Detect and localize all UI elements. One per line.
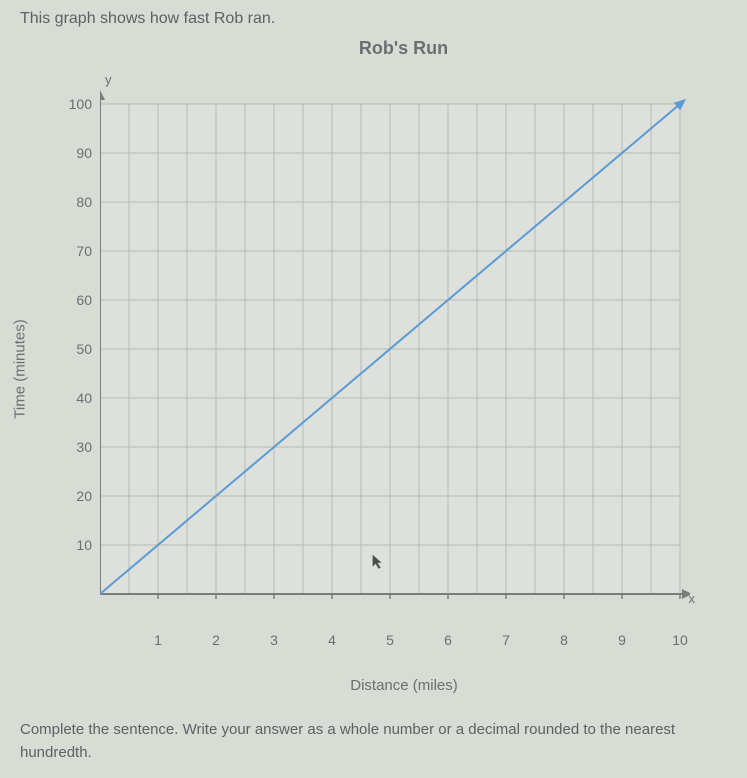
page-container: This graph shows how fast Rob ran. Rob's… xyxy=(0,0,747,774)
y-tick-label: 100 xyxy=(69,96,92,112)
y-tick-label: 50 xyxy=(76,341,92,357)
x-tick-label: 4 xyxy=(328,632,336,648)
y-tick-label: 30 xyxy=(76,439,92,455)
chart-plot: y x 102030405060708090100 12345678910 xyxy=(100,84,690,624)
x-tick-label: 10 xyxy=(672,632,688,648)
x-tick-label: 8 xyxy=(560,632,568,648)
x-tick-label: 7 xyxy=(502,632,510,648)
x-tick-label: 2 xyxy=(212,632,220,648)
footer-instruction: Complete the sentence. Write your answer… xyxy=(20,719,727,764)
y-axis-label: Time (minutes) xyxy=(12,319,29,418)
x-axis-letter: x xyxy=(689,591,696,606)
chart-svg xyxy=(100,84,690,624)
y-tick-label: 40 xyxy=(76,390,92,406)
chart-title: Rob's Run xyxy=(80,38,727,59)
y-tick-label: 20 xyxy=(76,488,92,504)
intro-text: This graph shows how fast Rob ran. xyxy=(20,10,727,28)
chart-area: Time (minutes) y x 102030405060708090100… xyxy=(30,74,710,664)
y-tick-label: 60 xyxy=(76,292,92,308)
x-tick-label: 3 xyxy=(270,632,278,648)
x-tick-label: 6 xyxy=(444,632,452,648)
y-tick-label: 80 xyxy=(76,194,92,210)
y-tick-label: 10 xyxy=(76,537,92,553)
y-tick-label: 90 xyxy=(76,145,92,161)
y-tick-label: 70 xyxy=(76,243,92,259)
x-tick-label: 1 xyxy=(154,632,162,648)
x-tick-label: 5 xyxy=(386,632,394,648)
y-axis-letter: y xyxy=(105,72,112,87)
x-tick-label: 9 xyxy=(618,632,626,648)
x-axis-label: Distance (miles) xyxy=(350,677,458,694)
